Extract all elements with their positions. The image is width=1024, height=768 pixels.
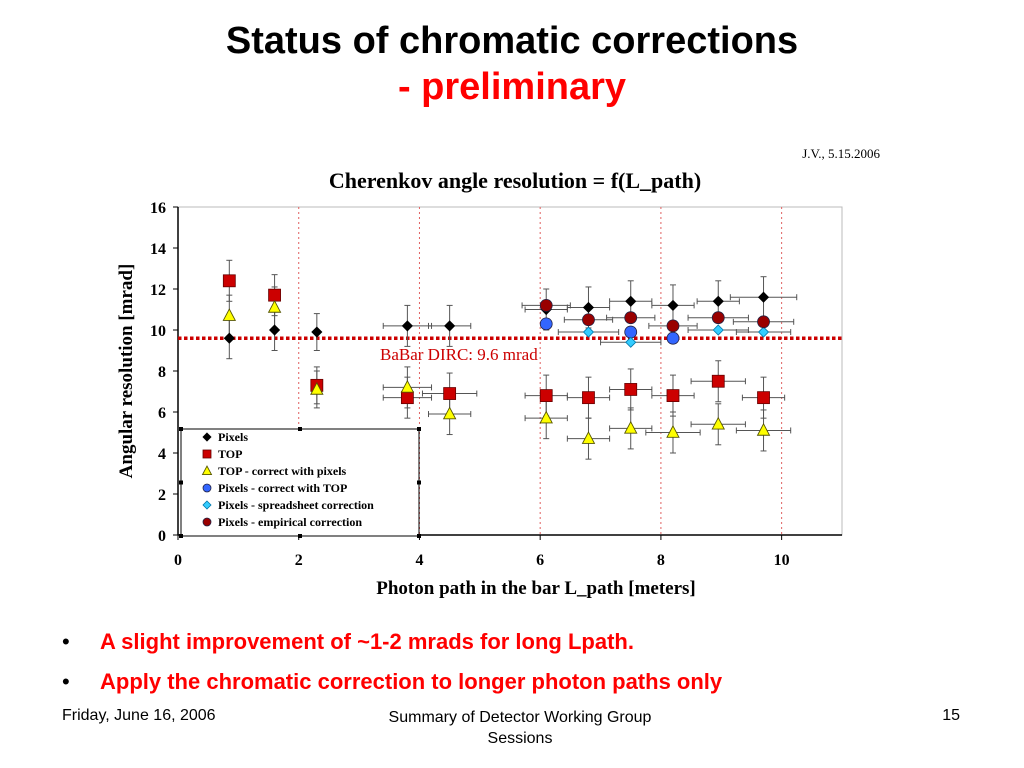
title-suffix: - preliminary (397, 66, 627, 108)
footer-title: Summary of Detector Working Group Sessio… (388, 709, 652, 747)
data-point (223, 332, 235, 344)
data-point (539, 317, 553, 331)
data-point (269, 324, 281, 336)
legend-entry: Pixels - spreadsheet correction (218, 498, 374, 512)
x-tick-label: 2 (295, 552, 303, 569)
data-point (666, 424, 680, 438)
data-point (267, 299, 282, 313)
legend-handle (179, 480, 183, 485)
legend-handle (298, 427, 302, 431)
data-point (401, 320, 413, 332)
legend-marker (202, 432, 212, 442)
legend-marker (202, 517, 212, 527)
data-point (666, 389, 680, 403)
legend-entry: Pixels (218, 430, 248, 444)
data-point (539, 298, 553, 312)
data-point (268, 288, 281, 302)
x-tick-label: 0 (174, 552, 182, 569)
bullet-text: A slight improvement of ~1-2 mrads for l… (100, 629, 634, 654)
footer-page-number: 15 (942, 707, 960, 724)
y-tick-label: 0 (158, 528, 166, 545)
data-point (311, 326, 323, 338)
data-point (222, 308, 237, 321)
y-tick-label: 4 (158, 446, 166, 463)
data-point (400, 391, 414, 405)
legend-marker (201, 465, 213, 476)
legend-marker (202, 500, 212, 510)
legend-marker (202, 449, 212, 459)
x-tick-label: 8 (657, 552, 665, 569)
data-point (711, 374, 725, 388)
data-point (712, 324, 724, 336)
data-point (624, 383, 638, 396)
data-point (222, 274, 236, 288)
data-point (666, 331, 680, 345)
legend-entry: TOP (218, 447, 242, 461)
legend-handle (417, 534, 421, 538)
y-tick-label: 6 (158, 405, 166, 422)
data-point (757, 326, 770, 338)
data-point (624, 325, 638, 339)
y-tick-label: 14 (150, 241, 166, 258)
data-point (539, 389, 553, 403)
data-point (444, 320, 456, 332)
slide-title: Status of chromatic corrections - prelim… (0, 18, 1024, 110)
data-point (625, 336, 637, 348)
data-point (581, 431, 596, 444)
y-axis-label: Angular resolution [mrad] (116, 264, 137, 479)
y-tick-label: 12 (150, 282, 166, 299)
bullet-item: • Apply the chromatic correction to long… (62, 662, 722, 702)
data-point (757, 391, 770, 405)
legend-handle (179, 427, 183, 431)
footer-date: Friday, June 16, 2006 (62, 707, 216, 724)
data-point (711, 416, 725, 430)
legend-handle (417, 480, 421, 485)
data-point (625, 295, 637, 307)
legend-entry: Pixels - empirical correction (218, 515, 362, 529)
legend-handle (417, 427, 421, 431)
data-point (582, 301, 595, 314)
data-point (582, 391, 595, 405)
author-credit: J.V., 5.15.2006 (802, 146, 880, 161)
x-axis-label: Photon path in the bar L_path [meters] (376, 578, 696, 599)
y-tick-label: 10 (150, 323, 166, 340)
data-point (624, 311, 638, 325)
bullet-list: • A slight improvement of ~1-2 mrads for… (62, 622, 722, 702)
data-point (623, 420, 638, 434)
chart-title: Cherenkov angle resolution = f(L_path) (329, 168, 701, 193)
legend-marker (202, 483, 212, 493)
legend-handle (298, 534, 302, 538)
title-main: Status of chromatic corrections (225, 20, 799, 62)
x-tick-label: 6 (536, 552, 544, 569)
bullet-symbol: • (62, 669, 70, 694)
data-point (711, 311, 725, 325)
x-tick-label: 4 (415, 552, 423, 569)
legend-entry: Pixels - correct with TOP (218, 481, 347, 495)
legend-box (180, 428, 420, 537)
data-point (757, 291, 770, 303)
legend-handle (179, 534, 183, 538)
y-tick-label: 8 (158, 364, 166, 381)
bullet-text: Apply the chromatic correction to longer… (100, 669, 723, 694)
y-tick-label: 2 (158, 487, 166, 504)
babar-reference-label: BaBar DIRC: 9.6 mrad (380, 345, 538, 364)
x-tick-label: 10 (774, 552, 790, 569)
legend-entry: TOP - correct with pixels (218, 464, 347, 478)
y-tick-label: 16 (150, 200, 166, 217)
data-point (756, 422, 771, 436)
data-point (667, 299, 679, 311)
data-point (757, 315, 770, 329)
data-point (582, 313, 595, 327)
data-point (666, 319, 680, 333)
data-point (310, 381, 324, 395)
data-point (712, 295, 724, 307)
data-point (443, 387, 457, 400)
data-point (400, 379, 415, 393)
data-point (539, 410, 553, 424)
bullet-item: • A slight improvement of ~1-2 mrads for… (62, 622, 722, 662)
bullet-symbol: • (62, 629, 70, 654)
data-point (582, 326, 595, 338)
data-point (442, 406, 457, 420)
